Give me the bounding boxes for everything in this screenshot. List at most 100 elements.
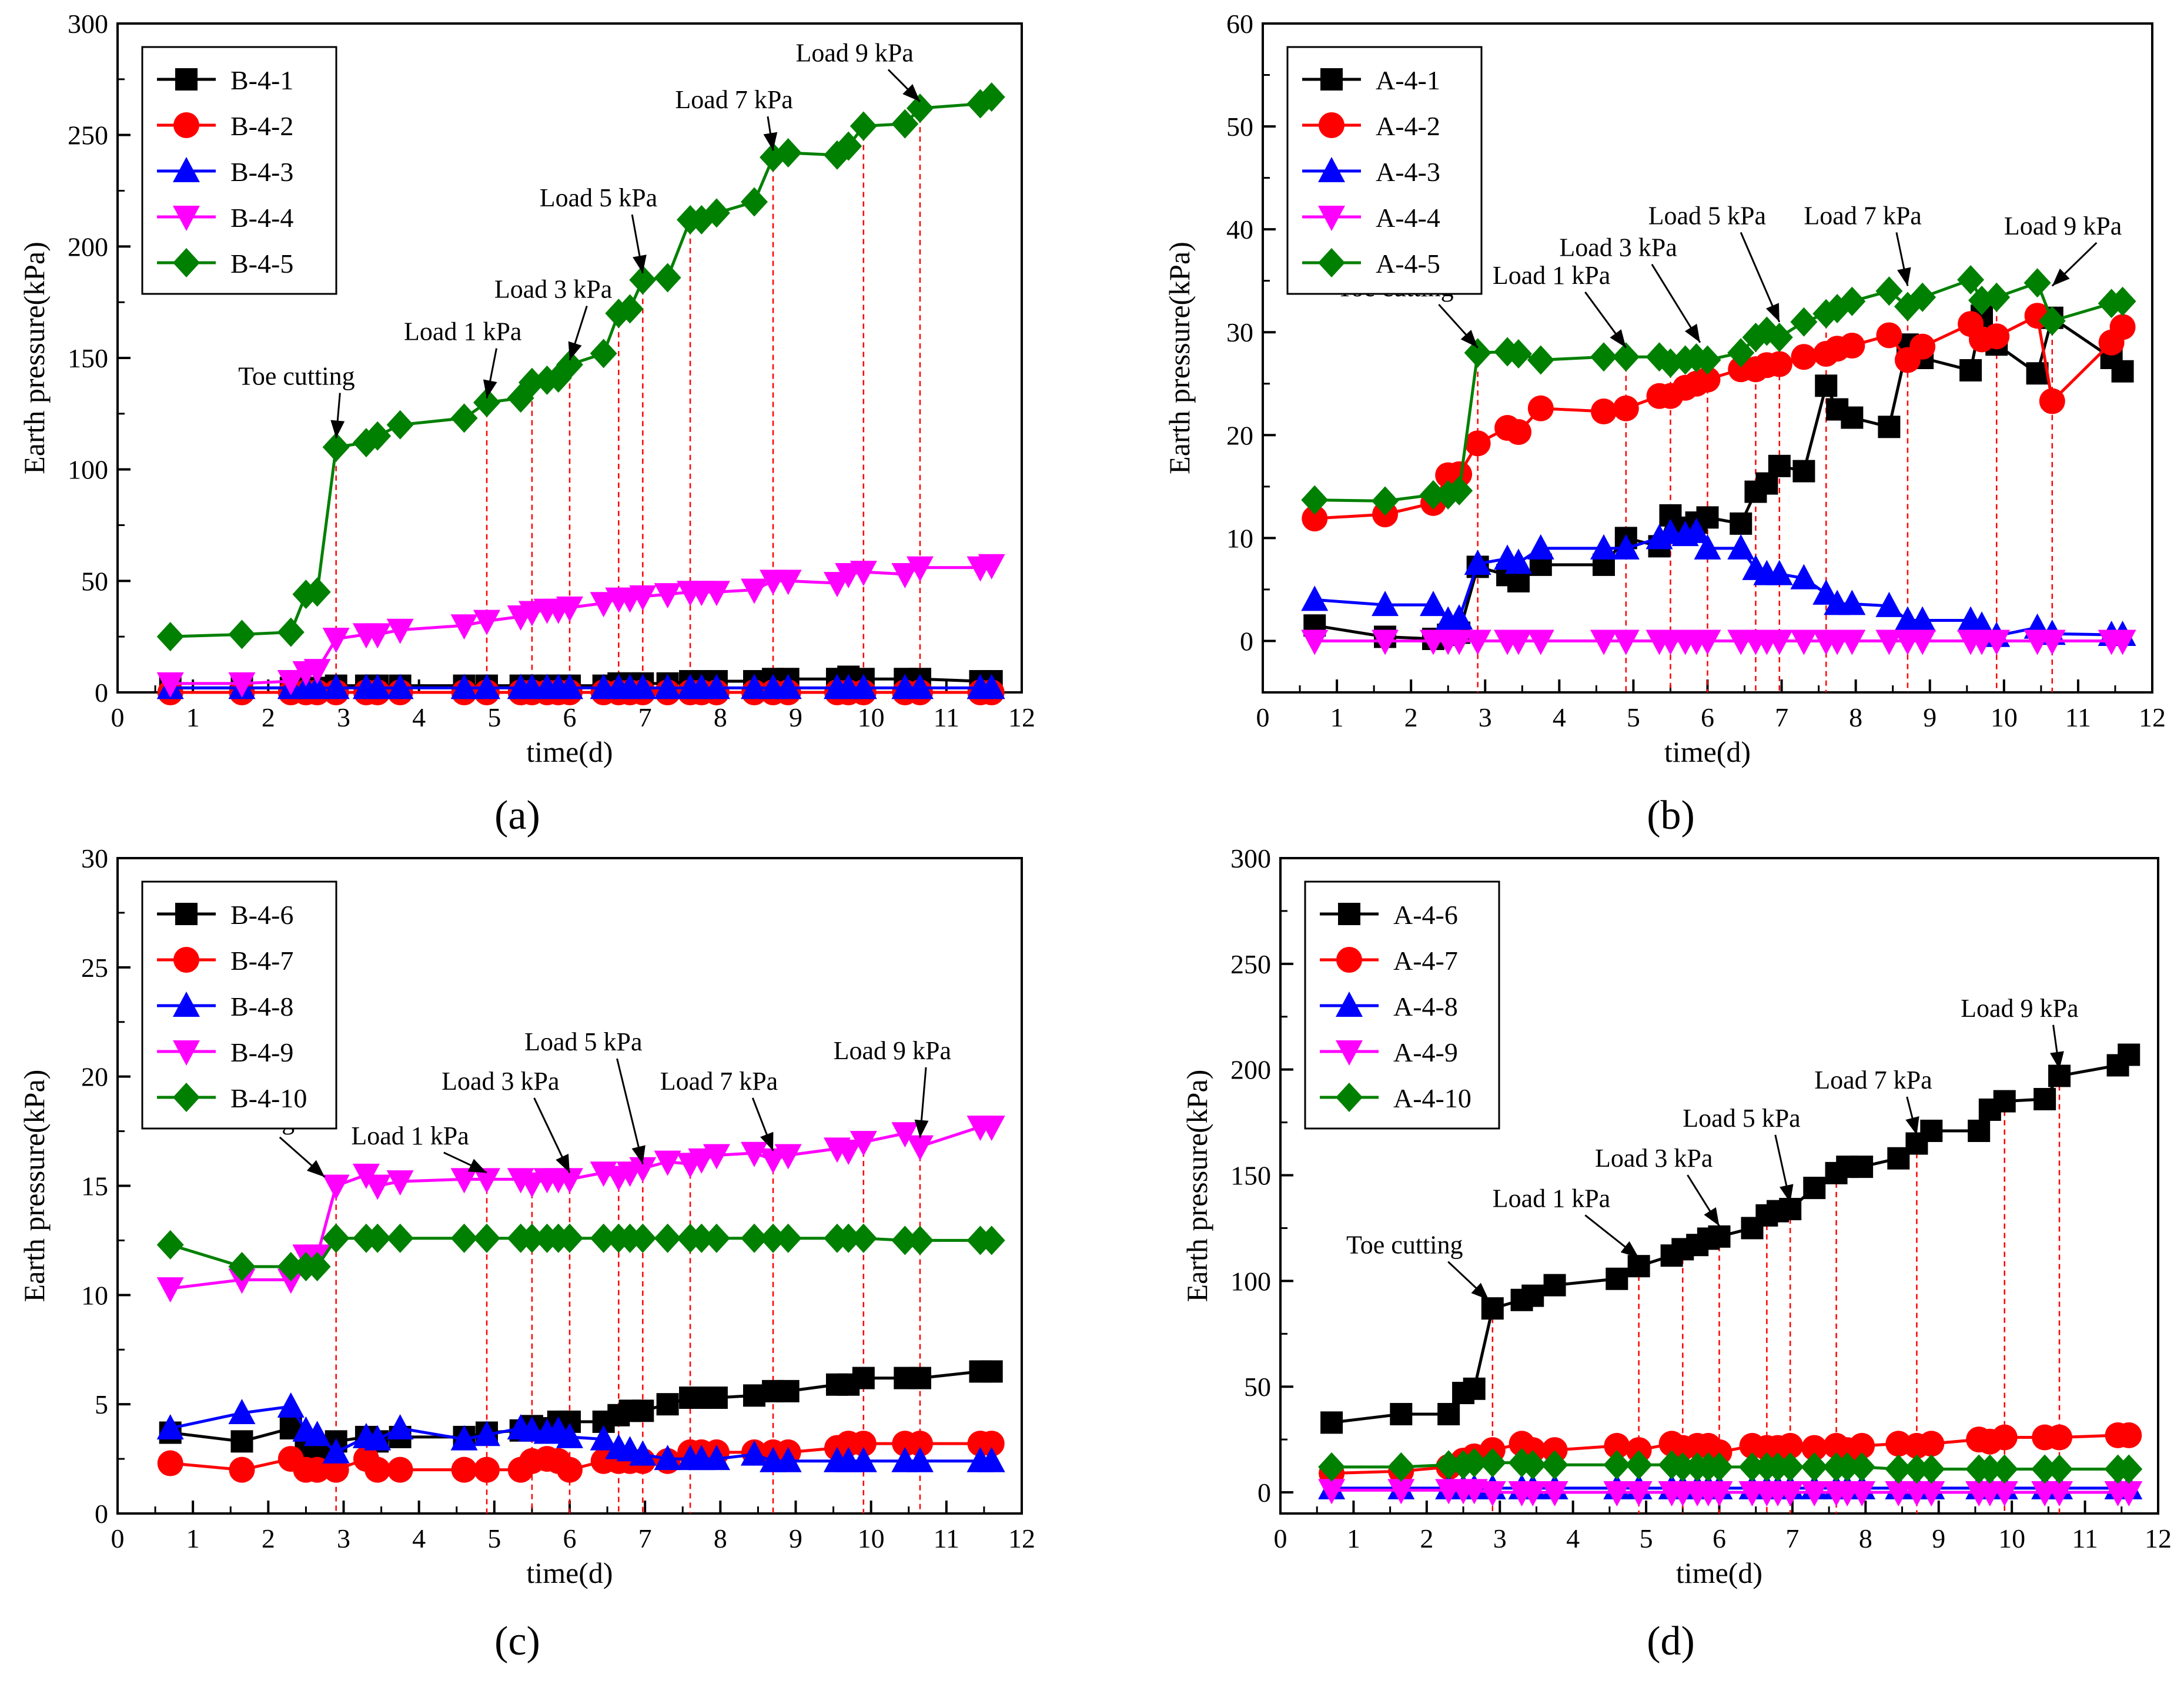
data-point-A-4-4 [1527,629,1554,655]
data-point-B-4-6 [631,1399,654,1422]
data-point-A-4-9 [1387,1479,1415,1505]
y-axis-label: Earth pressure(kPa) [18,1070,51,1302]
annotation-label: Load 5 kPa [1648,201,1766,230]
data-point-A-4-9 [2115,1481,2143,1507]
annotation-arrowhead [1704,1207,1720,1226]
legend-marker-A-4-10 [1336,1083,1363,1112]
legend-marker-B-4-10 [173,1083,200,1112]
data-point-A-4-10 [1738,1452,1766,1482]
data-point-A-4-6 [1708,1225,1731,1248]
x-tick-label: 6 [563,702,577,732]
data-point-B-4-3 [322,674,350,699]
data-point-A-4-9 [1625,1481,1653,1507]
data-point-A-4-3 [1612,534,1640,560]
y-tick-label: 0 [1240,626,1253,656]
data-point-A-4-4 [1612,629,1640,655]
legend-marker-B-4-9 [173,1040,200,1066]
data-point-B-4-4 [629,585,657,611]
data-point-B-4-5 [450,403,478,433]
y-tick-label: 150 [1230,1161,1271,1191]
legend-entry: B-4-7 [230,946,293,976]
data-point-B-4-3 [556,674,583,699]
data-point-A-4-6 [1920,1119,1943,1142]
data-point-B-4-9 [518,1172,546,1198]
data-point-A-4-5 [1590,342,1617,372]
data-point-A-4-6 [1627,1255,1650,1278]
data-point-B-4-9 [386,1170,414,1196]
data-point-B-4-10 [629,1223,657,1253]
annotation-label: Load 1 kPa [1493,261,1610,290]
y-tick-label: 100 [1230,1266,1271,1296]
data-point-B-4-3 [386,674,414,699]
data-point-A-4-4 [1301,629,1329,655]
data-point-B-4-8 [277,1392,305,1418]
data-point-B-4-7 [451,1456,477,1483]
data-point-A-4-9 [2046,1481,2073,1507]
x-tick-label: 8 [1859,1523,1872,1553]
y-tick-label: 5 [95,1389,108,1419]
data-point-A-4-10 [1479,1448,1506,1478]
data-point-B-4-7 [229,1456,255,1483]
data-point-B-4-10 [654,1223,681,1253]
data-point-A-4-7 [1604,1432,1630,1459]
x-tick-label: 8 [714,1523,727,1553]
data-point-B-4-10 [277,1252,305,1282]
annotation-arrowhead [763,132,778,151]
data-point-B-4-4 [277,670,305,696]
data-point-B-4-9 [556,1168,583,1194]
x-tick-label: 1 [186,702,200,732]
legend-marker-B-4-5 [173,248,200,277]
legend-marker-B-4-8 [173,992,200,1017]
annotation-arrowhead [633,255,647,273]
data-point-A-4-5 [2109,286,2136,316]
x-tick-label: 3 [337,1523,350,1553]
legend-marker-A-4-9 [1336,1040,1363,1066]
annotation-arrowhead [1610,329,1626,348]
data-point-A-4-6 [1481,1297,1504,1320]
data-point-B-4-7 [907,1431,933,1457]
data-point-A-4-2 [1464,430,1491,457]
x-tick-label: 2 [262,1523,275,1553]
data-point-A-4-6 [1521,1284,1544,1307]
x-tick-label: 7 [1785,1523,1799,1553]
chart-panel-4: 0 1 2 3 4 5 6 7 8 9 10 11 12050100150200250300time(d… [1180,843,2172,1664]
legend-entry: A-4-3 [1376,157,1440,187]
data-point-A-4-3 [1372,591,1399,617]
data-point-B-4-3 [978,674,1005,699]
y-tick-label: 0 [95,1499,108,1529]
y-tick-label: 100 [68,455,108,485]
x-tick-label: 11 [934,702,959,732]
legend-entry: A-4-7 [1393,946,1458,976]
legend-entry: B-4-9 [230,1037,293,1067]
data-point-A-4-10 [1669,1452,1697,1482]
data-point-B-4-10 [741,1223,768,1253]
data-point-B-4-10 [835,1223,862,1253]
data-point-A-4-7 [1801,1435,1828,1461]
legend-entry: A-4-9 [1393,1037,1458,1067]
annotation-label: Load 9 kPa [2004,212,2122,240]
legend-marker-B-4-7 [173,947,199,973]
data-point-A-4-5 [1957,264,1985,294]
annotation-arrowhead [2050,1051,2064,1070]
legend-marker-B-4-1 [175,68,198,91]
data-point-A-4-6 [1543,1274,1566,1297]
data-point-B-4-8 [978,1446,1005,1472]
y-tick-label: 150 [68,343,108,373]
data-point-A-4-3 [1765,560,1793,585]
data-point-B-4-9 [473,1168,501,1194]
data-point-A-4-10 [2031,1454,2059,1484]
data-point-B-4-6 [230,1430,253,1453]
x-tick-label: 9 [789,1523,802,1553]
x-tick-label: 0 [1274,1523,1287,1553]
x-tick-label: 0 [111,1523,125,1553]
data-point-B-4-10 [906,1225,934,1255]
data-point-A-4-6 [1803,1177,1826,1200]
data-point-B-4-8 [849,1446,877,1472]
annotation-label: Load 1 kPa [351,1121,469,1150]
data-point-B-4-8 [473,1421,501,1446]
data-point-A-4-5 [1504,339,1532,369]
data-point-A-4-2 [1984,323,2010,350]
x-tick-label: 6 [1701,702,1714,732]
x-tick-label: 4 [412,702,426,732]
data-point-B-4-5 [156,622,184,652]
